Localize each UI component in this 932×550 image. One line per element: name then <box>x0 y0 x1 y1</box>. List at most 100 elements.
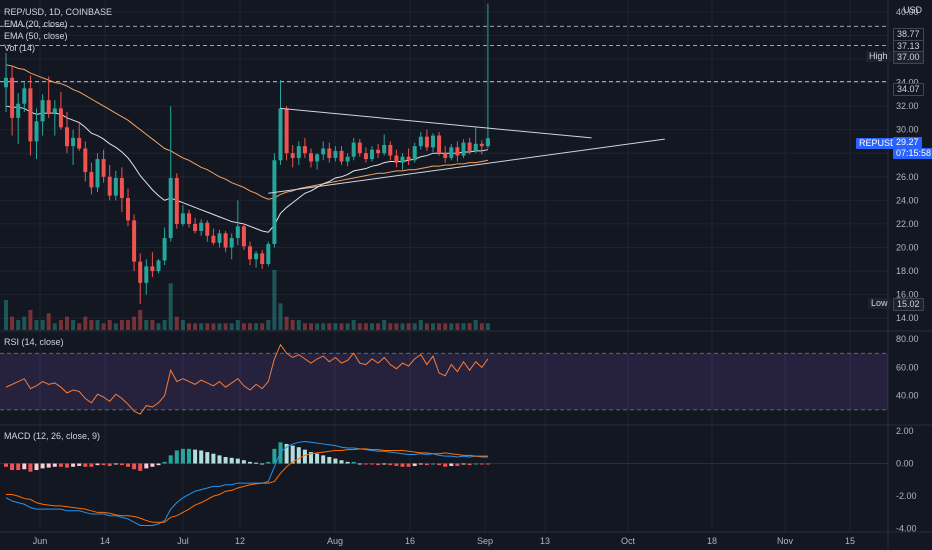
volume-bar <box>199 323 204 330</box>
macd-histogram-bar <box>180 448 185 464</box>
macd-histogram-bar <box>132 463 137 470</box>
candle-body <box>443 153 448 158</box>
volume-bar <box>388 323 393 330</box>
macd-tick-label: 0.00 <box>896 459 914 469</box>
candle-body <box>485 138 490 147</box>
macd-legend[interactable]: MACD (12, 26, close, 9) <box>4 431 101 441</box>
candle-body <box>95 159 100 188</box>
macd-histogram-bar <box>4 463 8 467</box>
volume-bar <box>241 323 246 330</box>
macd-histogram-bar <box>40 463 45 469</box>
candle-body <box>28 88 33 142</box>
volume-bar <box>266 320 271 330</box>
volume-bar <box>162 320 167 330</box>
trendline <box>280 107 592 139</box>
macd-histogram-bar <box>34 463 39 471</box>
volume-bar <box>22 316 27 330</box>
volume-bar <box>406 323 411 330</box>
macd-histogram-bar <box>113 463 118 465</box>
candle-body <box>400 156 405 163</box>
ema50-legend[interactable]: EMA (50, close) <box>4 31 68 41</box>
candle-body <box>119 177 124 198</box>
time-tick-label: Oct <box>621 536 636 546</box>
candle-body <box>113 177 118 196</box>
time-tick-label: Sep <box>477 536 493 546</box>
volume-bar <box>376 323 381 330</box>
volume-bar <box>52 323 57 330</box>
candle-body <box>412 146 417 161</box>
volume-bar <box>248 323 252 330</box>
volume-bar <box>156 323 161 330</box>
time-tick-label: Nov <box>777 536 794 546</box>
macd-histogram-bar <box>28 463 33 472</box>
volume-bar <box>290 320 295 330</box>
candle-body <box>461 142 466 156</box>
macd-histogram-bar <box>370 463 374 465</box>
candle-body <box>193 223 198 231</box>
volume-bar <box>235 320 240 330</box>
ema20-line <box>5 105 488 233</box>
time-tick-label: Aug <box>327 536 343 546</box>
candle-body <box>71 137 76 147</box>
volume-bar <box>101 323 106 330</box>
macd-histogram-bar <box>83 463 88 467</box>
macd-tick-label: -4.00 <box>896 524 917 534</box>
vol-legend[interactable]: Vol (14) <box>4 43 36 53</box>
symbol-title[interactable]: REP/USD, 1D, COINBASE <box>4 7 113 17</box>
candle-body <box>248 246 252 260</box>
volume-bar <box>89 320 94 330</box>
volume-bar <box>339 323 344 330</box>
volume-bar <box>473 320 478 330</box>
volume-bar <box>321 323 326 330</box>
candle-body <box>321 148 326 155</box>
volume-bar <box>309 323 313 330</box>
candle-body <box>83 148 88 173</box>
volume-bar <box>449 323 454 330</box>
volume-bar <box>150 320 155 330</box>
volume-bar <box>327 323 332 330</box>
macd-histogram-bar <box>126 463 130 467</box>
volume-bar <box>351 320 356 330</box>
volume-bar <box>260 323 265 330</box>
candle-body <box>101 159 106 177</box>
macd-histogram-bar <box>443 463 448 467</box>
macd-histogram-bar <box>431 463 435 465</box>
volume-bar <box>357 323 362 330</box>
candle-body <box>22 88 27 104</box>
chart-legend: REP/USD, 1D, COINBASE EMA (20, close) EM… <box>4 6 112 54</box>
volume-bar <box>34 320 39 330</box>
high-value: 37.00 <box>893 51 924 64</box>
price-tick-label: 22.00 <box>896 219 919 229</box>
candle-body <box>260 253 265 264</box>
candle-body <box>309 153 313 162</box>
macd-histogram-bar <box>461 463 466 465</box>
volume-bar <box>4 300 8 330</box>
volume-bar <box>443 323 448 330</box>
volume-bar <box>180 320 185 330</box>
candle-body <box>278 108 283 161</box>
rsi-legend[interactable]: RSI (14, close) <box>4 337 64 347</box>
candle-body <box>46 100 51 114</box>
volume-bar <box>40 320 45 330</box>
volume-bar <box>28 310 33 330</box>
macd-histogram-bar <box>467 463 472 466</box>
candle-body <box>126 198 130 221</box>
rsi-tick-label: 80.00 <box>896 334 919 344</box>
volume-bar <box>370 323 374 330</box>
candle-body <box>431 135 435 148</box>
low-label: Low <box>868 298 891 309</box>
macd-histogram-bar <box>205 452 210 464</box>
macd-histogram-bar <box>107 463 112 466</box>
candle-body <box>284 108 289 154</box>
macd-histogram-bar <box>455 463 460 466</box>
candle-body <box>370 149 374 160</box>
volume-bar <box>168 283 173 330</box>
price-tick-label: 40.00 <box>896 7 919 17</box>
volume-bar <box>205 323 210 330</box>
candle-body <box>479 143 484 147</box>
macd-histogram-bar <box>144 463 149 469</box>
ema20-legend[interactable]: EMA (20, close) <box>4 19 68 29</box>
candle-body <box>174 177 179 224</box>
